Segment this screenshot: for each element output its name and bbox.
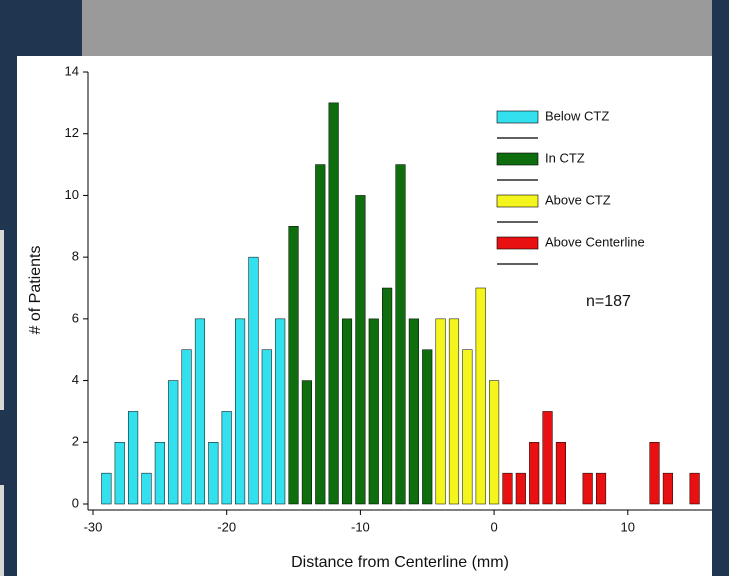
bar	[489, 380, 500, 505]
x-tick-label: -30	[84, 519, 103, 534]
legend-swatch	[496, 110, 539, 124]
legend-swatch	[496, 194, 539, 208]
y-tick-label: 6	[72, 310, 79, 325]
y-tick-label: 2	[72, 434, 79, 449]
legend-label: Below CTZ	[545, 108, 609, 123]
bar	[208, 442, 219, 505]
y-axis-label: # of Patients	[27, 246, 44, 335]
bar	[475, 287, 486, 505]
x-tick-label: -10	[351, 519, 370, 534]
bar	[341, 318, 353, 505]
bar	[649, 442, 660, 505]
annotation: n=187	[586, 293, 631, 310]
bar	[168, 380, 179, 505]
bar	[261, 349, 272, 505]
photo-strip	[82, 0, 712, 56]
bar	[448, 318, 460, 505]
x-tick-label: 10	[621, 519, 635, 534]
bar	[368, 318, 379, 505]
bar	[275, 318, 286, 505]
bar	[502, 472, 513, 505]
bar	[529, 442, 540, 505]
bar	[248, 256, 259, 505]
bar	[235, 318, 246, 505]
legend-label: Above CTZ	[545, 192, 611, 207]
bar	[355, 195, 366, 505]
bar	[141, 472, 152, 505]
bar	[515, 472, 526, 505]
bar	[422, 349, 433, 505]
bar	[462, 349, 473, 505]
bar	[689, 472, 700, 505]
bar	[194, 318, 206, 505]
bar	[555, 442, 566, 505]
bar	[395, 164, 406, 505]
y-tick-label: 10	[65, 187, 79, 202]
legend-swatch	[496, 152, 539, 166]
y-tick-label: 8	[72, 249, 79, 264]
y-tick-label: 4	[72, 372, 79, 387]
bar	[114, 442, 125, 505]
legend-swatch	[496, 236, 539, 250]
bar	[221, 411, 232, 505]
bar	[101, 472, 112, 505]
chart: Distance from Centerline (mm) # of Patie…	[27, 63, 712, 571]
bar	[315, 164, 326, 505]
legend-label: Above Centerline	[545, 234, 645, 249]
bar	[595, 472, 607, 505]
bar	[288, 226, 299, 505]
y-tick-label: 12	[65, 125, 79, 140]
bar	[301, 380, 312, 505]
bar	[382, 287, 393, 505]
bar	[128, 411, 139, 505]
x-tick-label: 0	[490, 519, 497, 534]
y-tick-label: 14	[65, 63, 79, 78]
bar	[582, 472, 593, 505]
side-strip	[0, 230, 4, 410]
x-tick-label: -20	[217, 519, 236, 534]
bar	[408, 318, 419, 505]
y-tick-label: 0	[72, 495, 79, 510]
legend-label: In CTZ	[545, 150, 585, 165]
side-strip	[0, 485, 4, 576]
bar	[181, 349, 192, 505]
bar	[328, 102, 339, 505]
bar	[542, 411, 553, 505]
bar	[662, 472, 673, 505]
bar	[154, 442, 165, 505]
x-axis-label: Distance from Centerline (mm)	[291, 554, 509, 571]
bar	[435, 318, 446, 505]
